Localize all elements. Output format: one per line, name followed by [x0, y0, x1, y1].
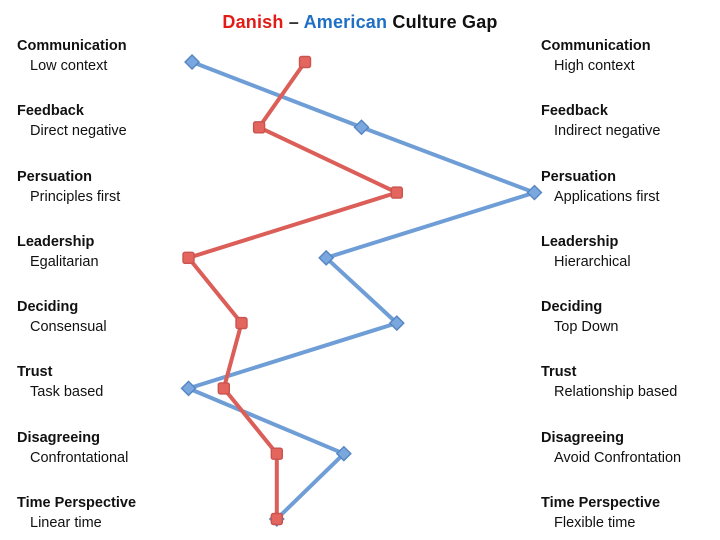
title-danish-legend: Danish [222, 12, 284, 32]
american-series-line [186, 60, 537, 521]
american-data-point-marker [335, 445, 352, 462]
danish-data-point-marker [235, 316, 248, 330]
american-data-point-marker [184, 54, 201, 70]
american-data-point-marker [180, 380, 197, 397]
title-text: Culture Gap [392, 12, 498, 32]
american-data-point-marker [353, 119, 370, 136]
danish-data-point-marker [390, 186, 403, 199]
danish-data-point-marker [252, 121, 266, 134]
chart-title: Danish – American Culture Gap [0, 12, 720, 33]
danish-data-point-marker [298, 55, 312, 69]
danish-data-point-marker [270, 512, 283, 526]
danish-data-point-marker [182, 251, 195, 265]
danish-data-point-marker [217, 382, 231, 395]
american-data-point-marker [526, 184, 543, 201]
title-separator: – [288, 12, 300, 32]
american-data-point-marker [318, 249, 335, 266]
title-american-legend: American [303, 12, 388, 32]
american-data-point-marker [388, 315, 405, 332]
danish-data-point-marker [270, 447, 283, 460]
danish-series-line [186, 60, 399, 521]
